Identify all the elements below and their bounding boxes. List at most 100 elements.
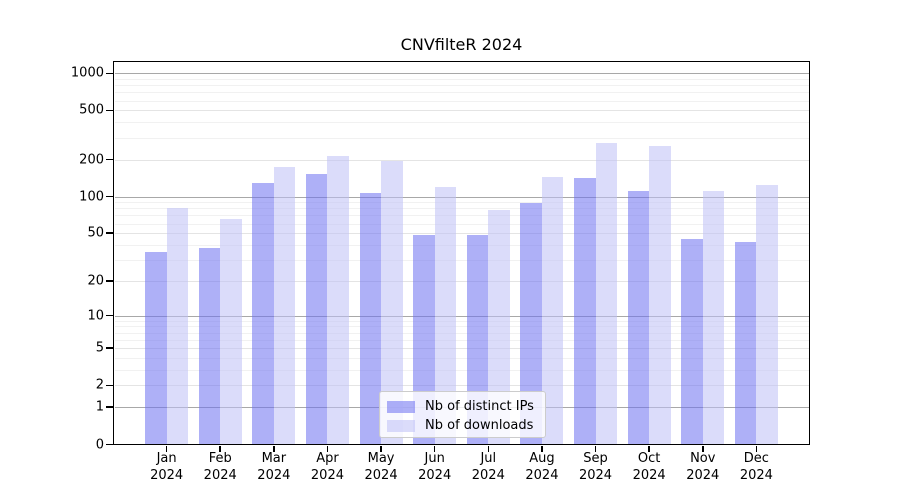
y-tick-label: 0 [95, 437, 104, 452]
y-tick-label: 50 [87, 225, 104, 241]
x-tick [380, 445, 382, 452]
grid-line-minor [114, 326, 809, 328]
grid-line-major [114, 196, 809, 198]
x-tick [219, 445, 222, 452]
x-tick [273, 445, 275, 452]
grid-line-minor [114, 215, 809, 217]
grid-line [114, 159, 809, 161]
grid-line-major [114, 73, 809, 75]
x-tick [487, 445, 490, 452]
grid-line-minor [114, 339, 809, 341]
bar-downloads [541, 177, 564, 445]
bar-downloads [273, 167, 296, 445]
x-tick-label: Jul 2024 [471, 451, 505, 483]
grid-line-minor [114, 100, 809, 102]
y-tick [106, 384, 113, 387]
legend: Nb of distinct IPs Nb of downloads [379, 391, 546, 438]
bar-downloads [166, 208, 189, 445]
x-tick [433, 445, 436, 452]
grid-line [114, 233, 809, 235]
y-tick [106, 443, 113, 446]
x-tick-label: Nov 2024 [686, 451, 720, 483]
x-tick-label: Sep 2024 [578, 451, 613, 483]
grid-line [114, 348, 809, 350]
grid-line-minor [114, 358, 809, 360]
bar-distinct-ips [520, 202, 542, 445]
x-tick-label: Mar 2024 [257, 451, 291, 483]
bar-downloads [649, 145, 671, 445]
bar-downloads [434, 186, 457, 445]
bar-distinct-ips [681, 238, 703, 445]
bar-distinct-ips [734, 242, 757, 445]
bar-distinct-ips [627, 190, 650, 445]
grid-line-minor [114, 332, 809, 334]
bar-distinct-ips [198, 247, 221, 445]
x-tick [594, 445, 597, 452]
bar-downloads [381, 161, 403, 445]
grid-line-minor [114, 259, 809, 261]
y-tick [106, 109, 113, 112]
bar-distinct-ips [145, 251, 167, 445]
y-tick-label: 100 [79, 189, 104, 205]
y-tick-label: 10 [87, 308, 104, 324]
legend-label-downloads: Nb of downloads [425, 418, 534, 433]
grid-line-minor [114, 122, 809, 124]
bar-downloads [488, 210, 510, 445]
y-tick [106, 406, 113, 409]
grid-line [114, 110, 809, 112]
y-tick-label: 5 [95, 340, 104, 356]
x-tick-label: Apr 2024 [310, 451, 344, 483]
grid-line-minor [114, 223, 809, 225]
grid-line-minor [114, 320, 809, 322]
x-tick-label: Jan 2024 [150, 451, 184, 483]
legend-item-distinct-ips: Nb of distinct IPs [387, 397, 537, 416]
y-tick [106, 314, 113, 317]
y-tick-label: 1000 [70, 65, 104, 81]
y-tick-label: 1 [95, 399, 104, 415]
bar-downloads [327, 155, 349, 445]
bar-downloads [220, 219, 242, 445]
grid-line-minor [114, 92, 809, 94]
y-tick [106, 195, 113, 198]
bar-downloads [756, 184, 778, 445]
x-tick-label: Dec 2024 [739, 451, 773, 483]
x-tick [326, 445, 329, 452]
legend-swatch-downloads [387, 419, 415, 432]
y-tick-label: 20 [87, 273, 104, 289]
x-tick-label: May 2024 [364, 451, 398, 483]
x-tick-label: Aug 2024 [525, 451, 559, 483]
grid-line-minor [114, 85, 809, 87]
bar-distinct-ips [306, 174, 328, 445]
grid-line-minor [114, 202, 809, 204]
legend-item-downloads: Nb of downloads [387, 416, 537, 435]
x-tick [755, 445, 758, 452]
grid-line-minor [114, 244, 809, 246]
y-tick-label: 200 [79, 152, 104, 168]
y-tick-label: 2 [95, 377, 104, 393]
x-tick [165, 445, 168, 452]
x-tick-label: Jun 2024 [418, 451, 452, 483]
y-tick [106, 280, 113, 282]
y-tick-label: 500 [79, 102, 104, 118]
x-tick [701, 445, 704, 452]
y-tick [106, 232, 113, 235]
bar-distinct-ips [359, 192, 382, 445]
grid-line-major [114, 315, 809, 317]
y-tick [106, 347, 113, 350]
chart-title: CNVfilteR 2024 [400, 35, 523, 54]
x-tick [541, 445, 543, 452]
grid-line [114, 280, 809, 282]
grid-line-minor [114, 137, 809, 139]
grid-line-minor [114, 78, 809, 80]
bar-downloads [595, 143, 617, 445]
x-tick-label: Oct 2024 [632, 451, 666, 483]
x-tick-label: Feb 2024 [203, 451, 237, 483]
bar-distinct-ips [574, 177, 596, 445]
grid-line-minor [114, 370, 809, 372]
bar-distinct-ips [252, 182, 274, 445]
bar-downloads [702, 190, 725, 445]
legend-swatch-distinct-ips [387, 400, 415, 413]
x-tick [648, 445, 650, 452]
legend-label-distinct-ips: Nb of distinct IPs [425, 399, 534, 414]
